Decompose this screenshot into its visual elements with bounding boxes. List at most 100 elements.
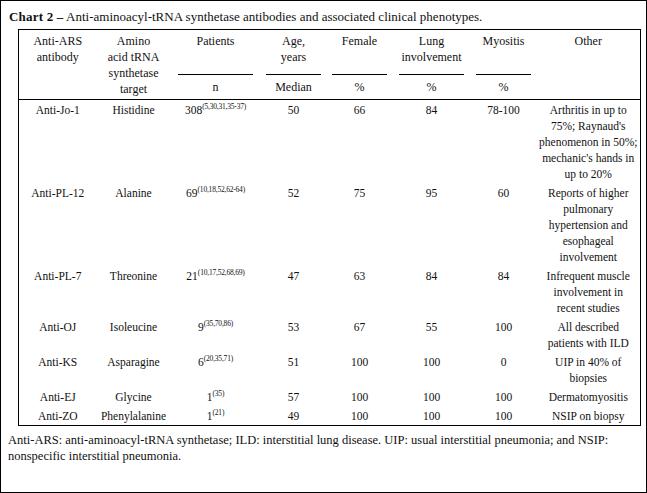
col-header-target-label: Amino acid tRNA synthetase target [99,33,169,97]
header-rule [332,74,387,75]
col-header-myositis-label: Myositis [482,34,524,48]
table-row-anti-ej: Anti-EJ Glycine 1(35) 57 100 100 100 Der… [19,387,641,406]
table-row-anti-ks: Anti-KS Asparagine 6(20,35,71) 51 100 10… [19,352,641,387]
cell-age: 51 [261,352,327,387]
cell-lung: 84 [393,266,471,317]
citation-refs: (20,35,71) [204,354,233,363]
cell-antibody: Anti-EJ [19,387,97,406]
subheader-myositis-pct: % [471,78,537,100]
figure-page: Chart 2 – Anti-aminoacyl-tRNA synthetase… [0,0,647,493]
cell-lung: 100 [393,406,471,426]
cell-antibody: Anti-PL-7 [19,266,97,317]
col-header-female: Female [327,30,393,78]
cell-antibody: Anti-OJ [19,317,97,352]
patients-count: 308 [185,104,202,116]
cell-other: All described patients with ILD [537,317,641,352]
table-row-anti-jo-1: Anti-Jo-1 Histidine 308(5,30,31,35-37) 5… [19,100,641,184]
col-header-myositis: Myositis [471,30,537,78]
cell-patients: 21(10,17,52,68,69) [171,266,261,317]
citation-refs: (35) [213,389,225,398]
col-header-age: Age, years [261,30,327,78]
col-header-other: Other [537,30,641,100]
cell-female: 100 [327,352,393,387]
cell-myositis: 84 [471,266,537,317]
subheader-lung-pct: % [393,78,471,100]
cell-myositis: 0 [471,352,537,387]
header-rule [399,74,464,75]
cell-patients: 6(20,35,71) [171,352,261,387]
cell-antibody: Anti-ZO [19,406,97,426]
cell-lung: 55 [393,317,471,352]
table-header-row-groups: Anti-ARS antibody Amino acid tRNA synthe… [19,30,641,78]
cell-other: Arthritis in up to 75%; Raynaud's phenom… [537,100,641,184]
cell-lung: 84 [393,100,471,184]
table-body: Anti-Jo-1 Histidine 308(5,30,31,35-37) 5… [19,100,641,426]
patients-count: 69 [186,187,198,199]
citation-refs: (5,30,31,35-37) [202,102,246,111]
cell-myositis: 100 [471,317,537,352]
cell-target: Asparagine [97,352,171,387]
cell-age: 47 [261,266,327,317]
cell-female: 100 [327,387,393,406]
header-rule [266,74,321,75]
cell-female: 67 [327,317,393,352]
antibody-phenotype-table: Anti-ARS antibody Amino acid tRNA synthe… [18,29,641,426]
col-header-lung-label: Lung involvement [402,34,462,64]
cell-patients: 9(35,70,86) [171,317,261,352]
cell-lung: 100 [393,387,471,406]
cell-target: Histidine [97,100,171,184]
cell-antibody: Anti-Jo-1 [19,100,97,184]
cell-age: 53 [261,317,327,352]
cell-myositis: 100 [471,387,537,406]
patients-count: 21 [186,270,198,282]
cell-patients: 308(5,30,31,35-37) [171,100,261,184]
subheader-age-median: Median [261,78,327,100]
chart-title-text: Anti-aminoacyl-tRNA synthetase antibodie… [66,9,482,24]
citation-refs: (21) [213,408,225,417]
cell-age: 49 [261,406,327,426]
chart-title: Chart 2 – Anti-aminoacyl-tRNA synthetase… [9,9,638,25]
citation-refs: (35,70,86) [204,319,233,328]
cell-other: Infrequent muscle involvement in recent … [537,266,641,317]
cell-antibody: Anti-KS [19,352,97,387]
cell-age: 50 [261,100,327,184]
cell-patients: 1(35) [171,387,261,406]
cell-female: 100 [327,406,393,426]
header-rule [476,74,531,75]
col-header-patients: Patients [171,30,261,78]
cell-antibody: Anti-PL-12 [19,183,97,266]
cell-target: Phenylalanine [97,406,171,426]
subheader-female-pct: % [327,78,393,100]
cell-target: Isoleucine [97,317,171,352]
cell-lung: 95 [393,183,471,266]
cell-other: NSIP on biopsy [537,406,641,426]
cell-age: 57 [261,387,327,406]
cell-myositis: 78-100 [471,100,537,184]
chart-title-label: Chart 2 – [9,9,64,24]
cell-female: 63 [327,266,393,317]
cell-target: Glycine [97,387,171,406]
citation-refs: (10,18,52,62-64) [198,185,245,194]
cell-target: Threonine [97,266,171,317]
citation-refs: (10,17,52,68,69) [198,268,245,277]
table-row-anti-oj: Anti-OJ Isoleucine 9(35,70,86) 53 67 55 … [19,317,641,352]
table-row-anti-pl-7: Anti-PL-7 Threonine 21(10,17,52,68,69) 4… [19,266,641,317]
cell-female: 66 [327,100,393,184]
table-row-anti-pl-12: Anti-PL-12 Alanine 69(10,18,52,62-64) 52… [19,183,641,266]
cell-myositis: 60 [471,183,537,266]
table-header: Anti-ARS antibody Amino acid tRNA synthe… [19,30,641,100]
col-header-other-label: Other [539,33,639,49]
col-header-antibody-label: Anti-ARS antibody [21,33,95,65]
col-header-age-label: Age, years [281,34,306,64]
col-header-antibody: Anti-ARS antibody [19,30,97,100]
cell-other: UIP in 40% of biopsies [537,352,641,387]
cell-other: Reports of higher pulmonary hypertension… [537,183,641,266]
cell-target: Alanine [97,183,171,266]
cell-patients: 1(21) [171,406,261,426]
col-header-lung: Lung involvement [393,30,471,78]
table-row-anti-zo: Anti-ZO Phenylalanine 1(21) 49 100 100 1… [19,406,641,426]
cell-female: 75 [327,183,393,266]
cell-patients: 69(10,18,52,62-64) [171,183,261,266]
cell-age: 52 [261,183,327,266]
cell-other: Dermatomyositis [537,387,641,406]
